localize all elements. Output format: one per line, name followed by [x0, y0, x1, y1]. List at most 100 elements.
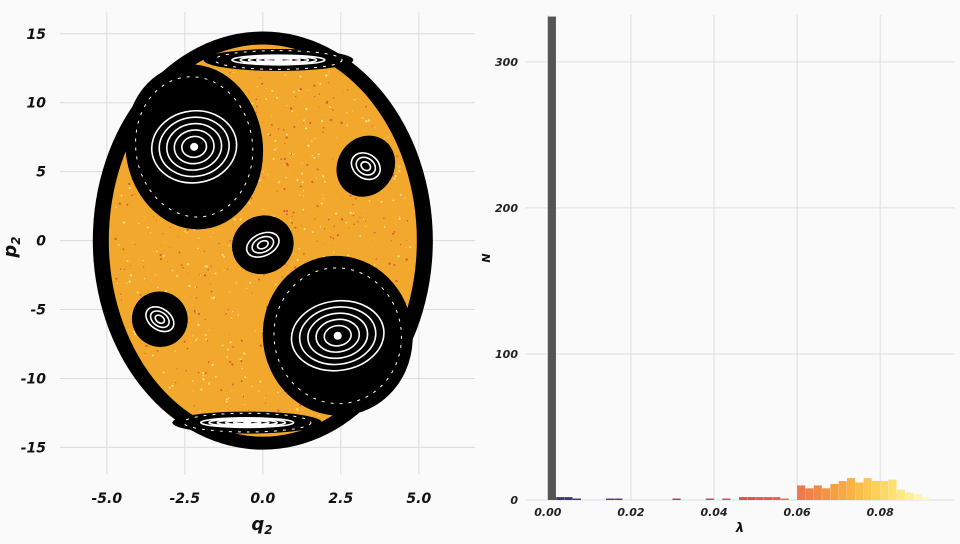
- speckle-dot: [316, 205, 319, 208]
- speckle-dot: [167, 260, 169, 262]
- speckle-dot: [265, 98, 268, 101]
- left-y-tick-label: -5: [30, 303, 46, 319]
- speckle-dot: [210, 265, 212, 267]
- speckle-dot: [130, 274, 133, 277]
- speckle-dot: [227, 308, 229, 311]
- speckle-dot: [193, 228, 196, 231]
- speckle-dot: [122, 248, 125, 251]
- speckle-dot: [265, 395, 267, 397]
- speckle-dot: [143, 266, 145, 268]
- invariant-curve: [199, 417, 295, 429]
- speckle-dot: [271, 116, 273, 118]
- speckle-dot: [200, 388, 203, 391]
- speckle-dot: [227, 348, 230, 351]
- speckle-dot: [335, 212, 338, 215]
- speckle-dot: [132, 194, 134, 196]
- speckle-dot: [398, 169, 401, 173]
- speckle-dot: [285, 133, 288, 136]
- speckle-dot: [322, 126, 325, 129]
- invariant-curve: [350, 152, 381, 181]
- speckle-dot: [340, 218, 344, 221]
- speckle-dot: [184, 230, 187, 233]
- speckle-dot: [406, 220, 409, 222]
- invariant-curve: [165, 122, 223, 171]
- right-y-tick-label: 300: [495, 56, 518, 69]
- invariant-curve: [251, 235, 275, 254]
- speckle-dot: [192, 380, 194, 382]
- histogram-bar: [572, 498, 581, 500]
- speckle-dot: [197, 323, 200, 326]
- speckle-dot: [185, 370, 187, 372]
- speckle-dot: [352, 110, 354, 112]
- speckle-dot: [340, 121, 343, 124]
- speckle-dot: [246, 208, 247, 209]
- speckle-dot: [285, 176, 287, 179]
- speckle-dot: [298, 121, 299, 123]
- histogram-bar: [846, 478, 856, 500]
- left-y-tick-label: 15: [27, 27, 47, 43]
- speckle-dot: [329, 118, 333, 122]
- right-y-tick-label: 100: [495, 348, 518, 361]
- speckle-dot: [305, 108, 308, 111]
- speckle-dot: [327, 218, 330, 221]
- speckle-dot: [276, 190, 278, 192]
- speckle-dot: [357, 221, 359, 223]
- speckle-dot: [177, 236, 179, 238]
- speckle-dot: [347, 199, 348, 201]
- island-center-point: [190, 142, 199, 151]
- speckle-dot: [229, 360, 232, 363]
- histogram-bar: [705, 498, 714, 500]
- speckle-dot: [144, 344, 147, 348]
- speckle-dot: [329, 106, 331, 108]
- speckle-dot: [359, 234, 362, 237]
- speckle-dot: [251, 292, 253, 294]
- speckle-dot: [396, 224, 398, 225]
- speckle-dot: [394, 175, 397, 178]
- speckle-dot: [151, 279, 152, 281]
- regular-island: [131, 291, 188, 347]
- speckle-dot: [346, 89, 349, 91]
- speckle-dot: [256, 105, 258, 108]
- speckle-dot: [298, 90, 301, 92]
- speckle-dot: [119, 268, 122, 270]
- speckle-dot: [398, 165, 401, 168]
- speckle-dot: [242, 352, 246, 355]
- speckle-dot: [316, 240, 318, 242]
- speckle-dot: [270, 123, 273, 126]
- speckle-dot: [244, 376, 247, 379]
- histogram-bar: [763, 497, 772, 500]
- speckle-dot: [301, 162, 303, 164]
- speckle-dot: [135, 194, 137, 195]
- speckle-dot: [375, 127, 377, 129]
- speckle-dot: [380, 200, 383, 203]
- speckle-dot: [199, 274, 202, 276]
- speckle-dot: [211, 67, 213, 69]
- speckle-dot: [210, 242, 211, 244]
- speckle-dot: [390, 240, 392, 242]
- speckle-dot: [208, 329, 210, 331]
- speckle-dot: [164, 290, 168, 293]
- speckle-dot: [255, 98, 258, 101]
- speckle-dot: [212, 233, 213, 234]
- speckle-dot: [323, 180, 326, 183]
- speckle-dot: [302, 122, 304, 124]
- speckle-dot: [307, 89, 309, 91]
- speckle-dot: [186, 228, 189, 231]
- speckle-dot: [195, 297, 198, 299]
- speckle-dot: [362, 210, 364, 211]
- histogram-bar: [772, 497, 781, 500]
- speckle-dot: [269, 96, 271, 98]
- speckle-dot: [282, 128, 285, 131]
- speckle-dot: [311, 180, 314, 184]
- right-gridlines: [525, 15, 955, 501]
- invariant-curve: [315, 318, 361, 353]
- speckle-dot: [203, 274, 207, 277]
- speckle-dot: [289, 107, 293, 110]
- speckle-dot: [388, 137, 390, 139]
- speckle-dot: [197, 312, 200, 316]
- speckle-dot: [404, 197, 406, 199]
- speckle-dot: [292, 253, 293, 255]
- speckle-dot: [210, 297, 213, 300]
- speckle-dot: [390, 183, 392, 185]
